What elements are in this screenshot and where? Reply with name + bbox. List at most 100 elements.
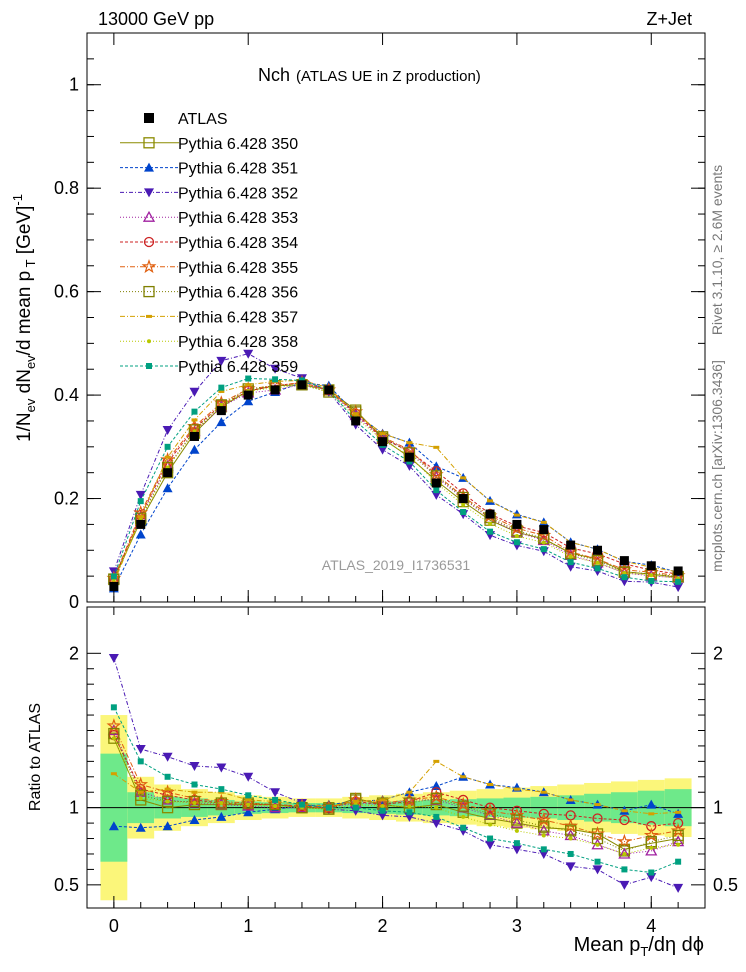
series-point-ratio — [243, 807, 254, 817]
series-point-ratio — [675, 858, 682, 865]
series-point-ratio — [407, 804, 412, 809]
series-point-ratio — [648, 812, 655, 816]
series-point-main — [513, 513, 520, 517]
series-line-ratio — [113, 733, 679, 852]
series-point-main — [622, 571, 627, 576]
data-point — [539, 525, 549, 535]
series-point-main — [594, 565, 601, 572]
series-point-ratio — [219, 801, 224, 806]
series-point-main — [162, 483, 173, 493]
ratio-data-layer — [106, 653, 686, 893]
x-tick-label: 4 — [646, 916, 656, 936]
series-point-main — [487, 499, 494, 503]
header-left: 13000 GeV pp — [98, 9, 214, 29]
legend-marker — [143, 236, 155, 248]
x-tick-label: 1 — [243, 916, 253, 936]
series-point-ratio — [272, 796, 279, 803]
legend-marker — [141, 258, 157, 274]
series-point-ratio — [161, 795, 174, 808]
series-point-ratio — [509, 807, 525, 822]
series-point-main — [135, 490, 146, 500]
x-tick-label: 0 — [109, 916, 119, 936]
series-point-ratio — [110, 704, 117, 711]
x-axis-title: Mean pT/dη dϕ — [574, 934, 704, 959]
series-point-ratio — [567, 798, 574, 802]
series-point-ratio — [670, 822, 686, 838]
legend-label: Pythia 6.428 351 — [178, 161, 298, 178]
legend-label: Pythia 6.428 358 — [178, 334, 298, 351]
series-point-main — [245, 375, 252, 382]
data-point — [485, 509, 495, 519]
series-point-ratio — [189, 815, 200, 825]
series-point-ratio — [162, 821, 173, 831]
legend-marker — [144, 162, 154, 172]
series-line-ratio — [113, 730, 679, 855]
series-point-ratio — [487, 783, 494, 787]
data-point — [297, 380, 307, 390]
series-point-ratio — [298, 801, 305, 808]
series-point-main — [540, 520, 547, 524]
data-point — [673, 566, 683, 576]
legend-label: Pythia 6.428 352 — [178, 185, 298, 202]
series-point-main — [513, 539, 520, 546]
series-point-ratio — [108, 653, 119, 663]
series-line-main — [113, 382, 679, 579]
series-point-ratio — [191, 790, 198, 794]
legend-label: Pythia 6.428 353 — [178, 210, 298, 227]
series-point-main — [431, 490, 442, 500]
series-line-main — [113, 353, 679, 588]
y-tick-label-ratio: 2 — [69, 643, 79, 663]
series-point-main — [270, 364, 281, 374]
data-point — [378, 437, 388, 447]
series-point-ratio — [590, 826, 605, 841]
data-point — [270, 385, 280, 395]
legend-label-data: ATLAS — [178, 111, 228, 128]
series-point-ratio — [110, 772, 117, 776]
series-point-ratio — [135, 822, 146, 832]
data-point — [646, 561, 656, 571]
series-point-main — [433, 445, 440, 449]
series-point-ratio — [563, 818, 579, 833]
main-y-axis: 0 0.2 0.4 0.6 0.8 1 — [54, 58, 705, 612]
series-point-main — [243, 396, 254, 406]
series-point-ratio — [672, 829, 684, 842]
series-point-main — [189, 387, 200, 397]
series-point-ratio — [160, 784, 176, 799]
series-point-ratio — [325, 804, 332, 811]
data-point — [324, 385, 334, 395]
series-point-main — [191, 418, 198, 422]
series-point-ratio — [162, 752, 173, 762]
series-point-ratio — [461, 814, 466, 819]
series-point-ratio — [510, 816, 524, 828]
y-tick-label-ratio: 1 — [69, 798, 79, 818]
chart-title: Nch (ATLAS UE in Z production) — [258, 65, 481, 85]
series-point-main — [164, 455, 171, 459]
series-point-ratio — [595, 842, 600, 847]
series-point-ratio — [191, 781, 198, 788]
series-point-ratio — [511, 845, 522, 855]
series-point-main — [137, 515, 144, 519]
data-point — [136, 519, 146, 529]
series-point-ratio — [433, 813, 440, 820]
series-point-ratio — [513, 840, 520, 847]
series-point-main — [135, 529, 146, 539]
y-axis-title-main: 1/Nev dNev/d mean p T [GeV]-1 — [10, 194, 38, 442]
series-point-ratio — [616, 833, 632, 848]
series-point-ratio — [428, 789, 444, 804]
mcplots-label: mcplots.cern.ch [arXiv:1306.3436] — [709, 360, 725, 572]
series-point-ratio — [622, 851, 627, 856]
y-tick-label-main: 0.2 — [54, 489, 79, 509]
series-point-ratio — [243, 772, 254, 782]
series-line-ratio — [113, 657, 679, 889]
data-point — [243, 390, 253, 400]
series-point-ratio — [565, 862, 576, 872]
series-point-main — [137, 498, 144, 505]
y-axis-title-ratio: Ratio to ATLAS — [27, 703, 44, 811]
series-point-ratio — [618, 847, 631, 859]
legend-label: Pythia 6.428 359 — [178, 359, 298, 376]
series-point-ratio — [403, 793, 416, 805]
series-point-main — [675, 578, 682, 585]
series-point-ratio — [430, 792, 442, 805]
series-point-ratio — [484, 808, 496, 820]
